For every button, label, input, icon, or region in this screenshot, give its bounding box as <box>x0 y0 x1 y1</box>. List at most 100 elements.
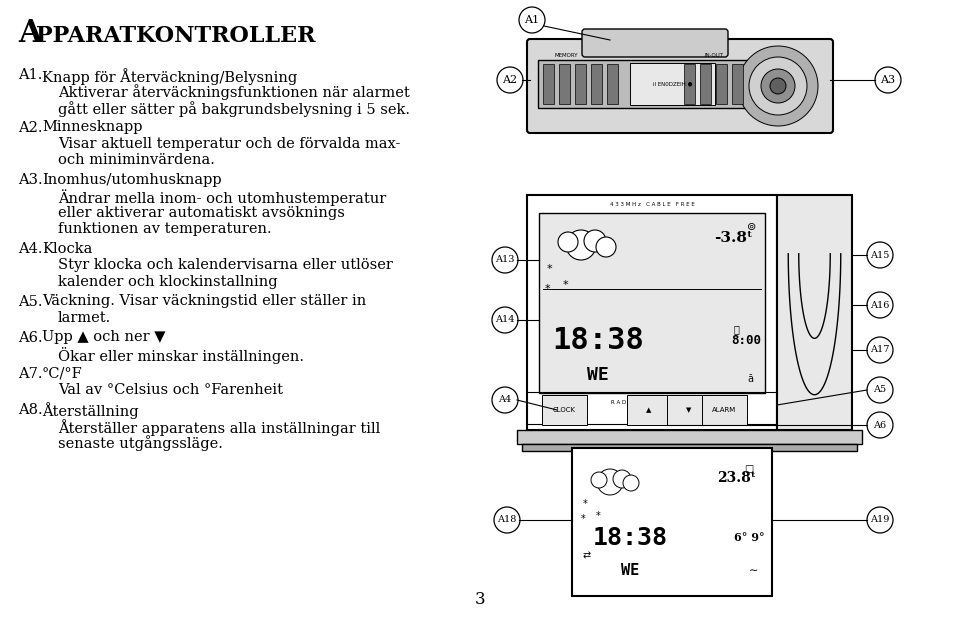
Bar <box>684 64 695 104</box>
Text: larmet.: larmet. <box>58 311 111 325</box>
Text: senaste utgångssläge.: senaste utgångssläge. <box>58 435 223 452</box>
Text: PPARATKONTROLLER: PPARATKONTROLLER <box>36 25 316 47</box>
Text: ∼: ∼ <box>750 566 758 576</box>
Text: WE: WE <box>588 366 609 384</box>
Text: A8.: A8. <box>18 402 42 417</box>
Text: MEMORY: MEMORY <box>554 53 578 58</box>
Text: *: * <box>544 284 550 294</box>
Bar <box>630 63 715 105</box>
Bar <box>732 64 743 104</box>
Text: A7.: A7. <box>18 366 42 381</box>
Text: A4: A4 <box>498 396 512 404</box>
Text: eller aktiverar automatiskt avsöknings: eller aktiverar automatiskt avsöknings <box>58 206 345 220</box>
Bar <box>539 213 765 393</box>
Text: A13: A13 <box>495 256 515 264</box>
Text: Klocka: Klocka <box>42 242 92 256</box>
Text: Upp ▲ och ner ▼: Upp ▲ och ner ▼ <box>42 330 165 345</box>
Circle shape <box>613 470 631 488</box>
Circle shape <box>591 472 607 488</box>
Text: *: * <box>595 511 600 521</box>
Circle shape <box>584 230 606 252</box>
Text: och miniminvärdena.: och miniminvärdena. <box>58 154 215 167</box>
Circle shape <box>738 46 818 126</box>
Text: *: * <box>583 499 588 509</box>
Text: A19: A19 <box>871 516 890 524</box>
Text: A2.: A2. <box>18 121 42 134</box>
Text: Knapp för Återväckning/Belysning: Knapp för Återväckning/Belysning <box>42 68 298 85</box>
Bar <box>777 195 852 430</box>
Text: A3: A3 <box>880 75 896 85</box>
Text: Visar aktuell temperatur och de förvalda max-: Visar aktuell temperatur och de förvalda… <box>58 137 400 151</box>
Text: IN·OUT: IN·OUT <box>705 53 724 58</box>
Bar <box>572 448 772 596</box>
Circle shape <box>749 57 807 115</box>
Text: ă: ă <box>747 374 753 384</box>
Text: kalender och klockinstallning: kalender och klockinstallning <box>58 275 277 289</box>
Bar <box>517 430 862 444</box>
Bar <box>702 395 747 425</box>
Text: *: * <box>546 264 552 274</box>
Text: gått eller sätter på bakgrundsbelysning i 5 sek.: gått eller sätter på bakgrundsbelysning … <box>58 101 410 117</box>
Text: A18: A18 <box>497 516 516 524</box>
Circle shape <box>558 232 578 252</box>
Text: Ökar eller minskar inställningen.: Ökar eller minskar inställningen. <box>58 347 304 364</box>
Text: *: * <box>563 280 567 290</box>
Text: A6: A6 <box>874 420 887 430</box>
Text: Inomhus/utomhusknapp: Inomhus/utomhusknapp <box>42 173 222 187</box>
Text: A5.: A5. <box>18 294 42 309</box>
Text: °C/°F: °C/°F <box>42 366 83 381</box>
Text: 6° 9°: 6° 9° <box>733 532 764 544</box>
Text: A1: A1 <box>524 15 540 25</box>
Text: A6.: A6. <box>18 330 42 345</box>
Text: *: * <box>581 514 586 524</box>
Text: 3: 3 <box>474 591 486 608</box>
Text: WE: WE <box>621 564 639 578</box>
Text: ALARM: ALARM <box>712 407 736 413</box>
Text: □: □ <box>744 464 754 474</box>
Circle shape <box>597 469 623 495</box>
Bar <box>527 195 777 430</box>
Text: CLOCK: CLOCK <box>553 407 575 413</box>
Circle shape <box>623 475 639 491</box>
Text: Minnesknapp: Minnesknapp <box>42 121 142 134</box>
Bar <box>542 395 587 425</box>
Circle shape <box>596 237 616 257</box>
Text: A: A <box>18 18 41 49</box>
Text: R A D I O   C O N T R O L L E D: R A D I O C O N T R O L L E D <box>611 399 693 404</box>
Text: A17: A17 <box>871 345 890 355</box>
Text: funktionen av temperaturen.: funktionen av temperaturen. <box>58 223 272 236</box>
Bar <box>591 64 602 104</box>
Text: A1.: A1. <box>18 68 42 82</box>
Circle shape <box>761 69 795 103</box>
Bar <box>700 64 711 104</box>
Text: A14: A14 <box>495 315 515 325</box>
Bar <box>667 395 712 425</box>
Text: 4 3 3 M H z   C A B L E   F R E E: 4 3 3 M H z C A B L E F R E E <box>610 203 694 208</box>
Text: Återställning: Återställning <box>42 402 138 419</box>
FancyBboxPatch shape <box>527 39 833 133</box>
Bar <box>559 64 570 104</box>
Text: Val av °Celsius och °Farenheit: Val av °Celsius och °Farenheit <box>58 383 283 397</box>
Bar <box>716 64 727 104</box>
Text: ▼: ▼ <box>686 407 692 413</box>
Text: il EN0DZEIH ●: il EN0DZEIH ● <box>653 81 692 86</box>
Text: 8:00: 8:00 <box>731 335 761 347</box>
Text: Ändrar mella inom- och utomhustemperatur: Ändrar mella inom- och utomhustemperatur <box>58 190 386 207</box>
Text: ⇄: ⇄ <box>583 550 591 560</box>
Text: A2: A2 <box>502 75 517 85</box>
Text: ⊚: ⊚ <box>747 222 756 232</box>
Text: Återställer apparatens alla inställningar till: Återställer apparatens alla inställninga… <box>58 419 380 436</box>
Bar <box>538 60 754 108</box>
Text: A16: A16 <box>871 300 890 310</box>
Text: Aktiverar återväckningsfunktionen när alarmet: Aktiverar återväckningsfunktionen när al… <box>58 85 410 100</box>
FancyBboxPatch shape <box>582 29 728 57</box>
Circle shape <box>566 230 596 260</box>
Bar <box>607 64 618 104</box>
Text: 23.8ᵗ: 23.8ᵗ <box>717 471 756 485</box>
Bar <box>522 444 857 451</box>
Circle shape <box>770 78 786 94</box>
Text: A4.: A4. <box>18 242 42 256</box>
Text: -3.8ᵗ: -3.8ᵗ <box>714 231 753 245</box>
Bar <box>543 64 554 104</box>
Bar <box>627 395 672 425</box>
